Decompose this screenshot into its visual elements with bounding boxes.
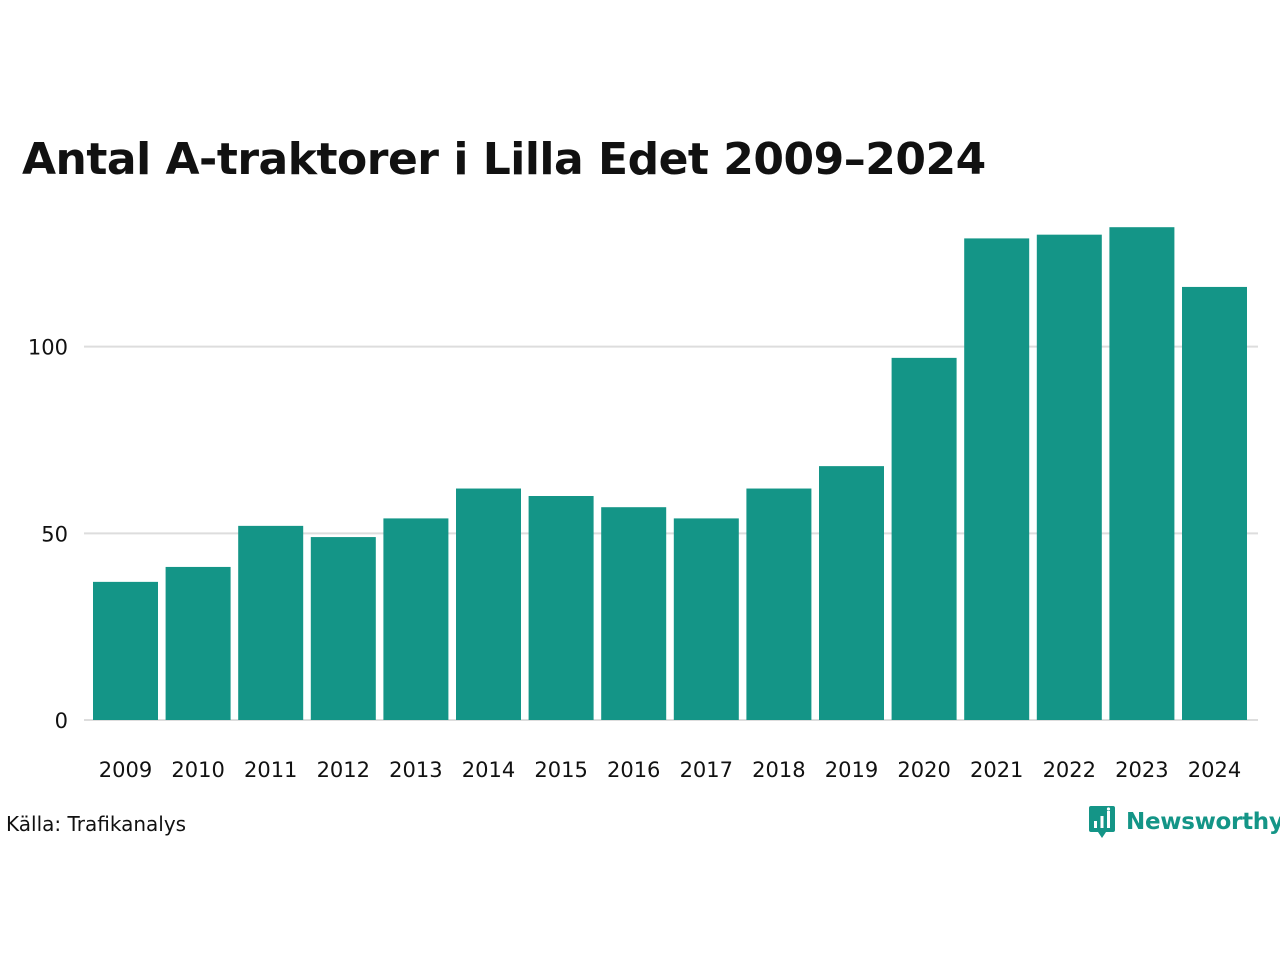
bar-2020 (891, 357, 957, 720)
x-tick-label: 2010 (171, 758, 224, 782)
x-tick-label: 2021 (970, 758, 1023, 782)
y-tick-label: 100 (28, 336, 68, 360)
bar-2009 (93, 581, 158, 720)
newsworthy-logo-icon (1089, 806, 1115, 838)
source-note: Källa: Trafikanalys (6, 812, 187, 836)
x-tick-label: 2016 (607, 758, 660, 782)
bar-2010 (165, 566, 231, 720)
bar-2013 (383, 518, 449, 720)
bar-2017 (673, 518, 739, 720)
y-axis-ticks: 0 50 100 (28, 336, 68, 733)
brand: Newsworthy (1088, 804, 1280, 840)
x-tick-label: 2017 (680, 758, 733, 782)
bar-2015 (528, 496, 594, 720)
y-tick-label: 50 (41, 522, 68, 546)
x-tick-label: 2012 (317, 758, 370, 782)
bars (93, 227, 1247, 720)
bar-2011 (238, 525, 304, 720)
bar-2023 (1109, 227, 1175, 720)
x-tick-label: 2015 (534, 758, 587, 782)
chart-title: Antal A-traktorer i Lilla Edet 2009–2024 (22, 134, 986, 185)
brand-name: Newsworthy (1126, 809, 1280, 835)
bar-2012 (310, 537, 376, 720)
x-tick-label: 2011 (244, 758, 297, 782)
bar-2018 (746, 488, 812, 720)
x-tick-label: 2024 (1188, 758, 1241, 782)
bar-2019 (819, 466, 884, 720)
bar-2024 (1182, 286, 1247, 720)
bar-2021 (964, 238, 1030, 720)
x-tick-label: 2022 (1043, 758, 1096, 782)
x-axis-ticks: 2009 2010 2011 2012 2013 2014 2015 2016 2017 2018… (99, 758, 1241, 782)
bar-2022 (1036, 234, 1102, 720)
x-tick-label: 2018 (752, 758, 805, 782)
x-tick-label: 2013 (389, 758, 442, 782)
bar-2016 (601, 507, 667, 720)
x-tick-label: 2020 (897, 758, 950, 782)
y-tick-label: 0 (55, 709, 68, 733)
x-tick-label: 2014 (462, 758, 515, 782)
x-tick-label: 2023 (1115, 758, 1168, 782)
x-tick-label: 2019 (825, 758, 878, 782)
x-tick-label: 2009 (99, 758, 152, 782)
bar-2014 (456, 488, 521, 720)
